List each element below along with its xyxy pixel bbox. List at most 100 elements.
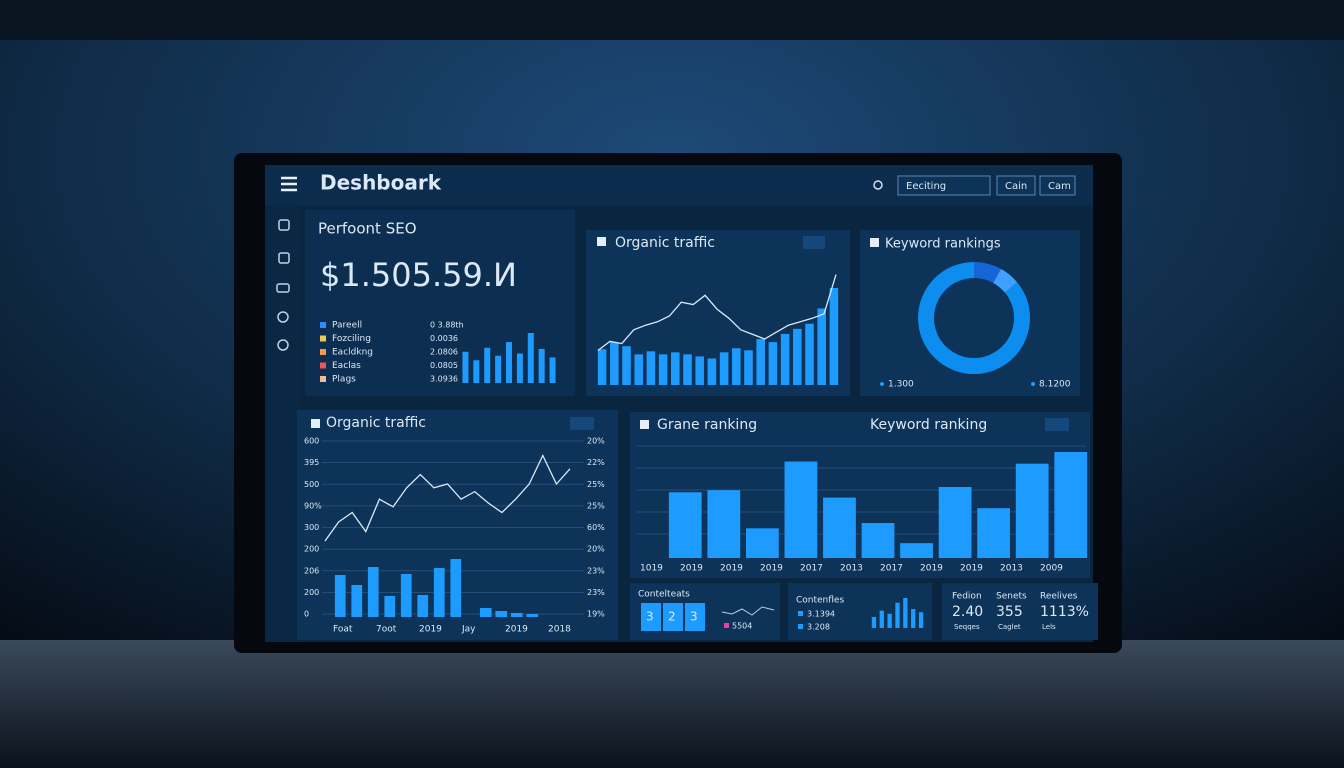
legend-label: Eaclas [332,361,361,371]
bar [526,614,539,617]
stat-title: Fedion [952,592,982,602]
bar [334,575,346,617]
x-tick-label: 2019 [419,625,442,635]
bar [1054,452,1088,558]
mini-bar [549,357,556,383]
y2-tick-label: 20% [587,437,605,446]
nav-icon[interactable] [277,311,289,323]
bar [829,288,839,385]
header-button[interactable] [1039,175,1076,196]
nav-icon[interactable] [277,339,289,351]
x-tick-label: Foat [333,625,353,635]
y-tick-label: 500 [304,480,319,489]
panel-title: Organic traffic [326,415,426,431]
x-tick-label: 2019 [720,564,743,574]
bar [610,342,619,385]
y2-tick-label: 20% [587,545,605,554]
bar [622,346,631,385]
legend-label: 5504 [732,622,752,631]
legend-label: Fozciling [332,334,371,344]
nav-icon[interactable] [278,219,290,231]
stat-value: 355 [996,604,1023,620]
legend-value: 0.0036 [430,334,458,343]
legend-value: 0.0805 [430,361,458,370]
x-tick-label: 2019 [760,564,783,574]
trend-line [597,274,837,352]
bar [707,490,741,558]
bar [780,333,790,385]
panel-icon [311,419,320,428]
bar [495,611,508,617]
tile [663,603,683,631]
bar [817,308,826,385]
bar [793,328,802,385]
header-button-label: Cam [1048,181,1071,192]
panel-control[interactable] [803,236,825,249]
panel-control[interactable] [570,417,594,430]
bar [977,508,1011,558]
bar [768,342,778,385]
bar [744,350,753,385]
ceiling [0,0,1344,40]
kpi-value: $1.505.59.И [320,256,517,294]
panel-control[interactable] [1045,418,1069,431]
bar [510,613,523,617]
header-button[interactable] [996,175,1036,196]
tile [641,603,661,631]
y2-tick-label: 19% [587,610,605,619]
legend-swatch [320,322,326,328]
legend-swatch [798,611,803,616]
x-tick-label: 2009 [1040,564,1063,574]
legend-swatch [320,376,326,382]
nav-icon[interactable] [278,252,290,264]
y-tick-label: 600 [304,437,319,446]
mini-bar [895,602,900,628]
bar [417,595,429,617]
x-tick-label: 2017 [800,564,823,574]
card-title: Contenfles [796,596,844,606]
x-tick-label: Jay [461,625,476,635]
menu-icon[interactable] [281,176,297,192]
legend-swatch [724,623,729,628]
sidebar-icons [276,219,290,351]
mini-bar [911,609,916,628]
legend-dot [880,382,884,386]
panel-title: Organic traffic [615,235,715,251]
y2-tick-label: 23% [587,566,605,575]
stat-value: 1113% [1040,604,1089,620]
bar [745,528,779,558]
search-icon[interactable] [873,180,883,190]
stat-sub: Caglet [998,623,1021,631]
bar [479,608,492,617]
trend-line [324,453,571,542]
bar [384,596,396,617]
y-tick-label: 300 [304,523,319,532]
tile [685,603,705,631]
y2-tick-label: 25% [587,480,605,489]
header-button[interactable] [897,175,991,196]
y-tick-label: 0 [304,610,309,619]
bar [756,339,765,385]
bar [450,559,462,617]
nav-icon[interactable] [276,283,290,293]
tile-label: 3 [690,610,698,624]
bar [707,358,717,385]
bar [805,323,814,385]
bar [695,356,704,385]
mini-bar [527,333,534,383]
mini-bar [506,342,512,383]
mini-bar [473,360,480,383]
y2-tick-label: 25% [587,501,605,510]
mini-bar [918,612,924,628]
bar [597,349,607,385]
x-tick-label: 1019 [640,564,663,574]
x-tick-label: 2019 [960,564,983,574]
donut-label: 8.1200 [1039,380,1071,390]
legend-label: Eacldkng [332,348,373,358]
x-tick-label: 2018 [548,625,571,635]
y2-tick-label: 22% [587,458,605,467]
panel-icon [870,238,879,247]
legend-label: 3.1394 [807,610,835,619]
legend-value: 3.0936 [430,375,458,384]
